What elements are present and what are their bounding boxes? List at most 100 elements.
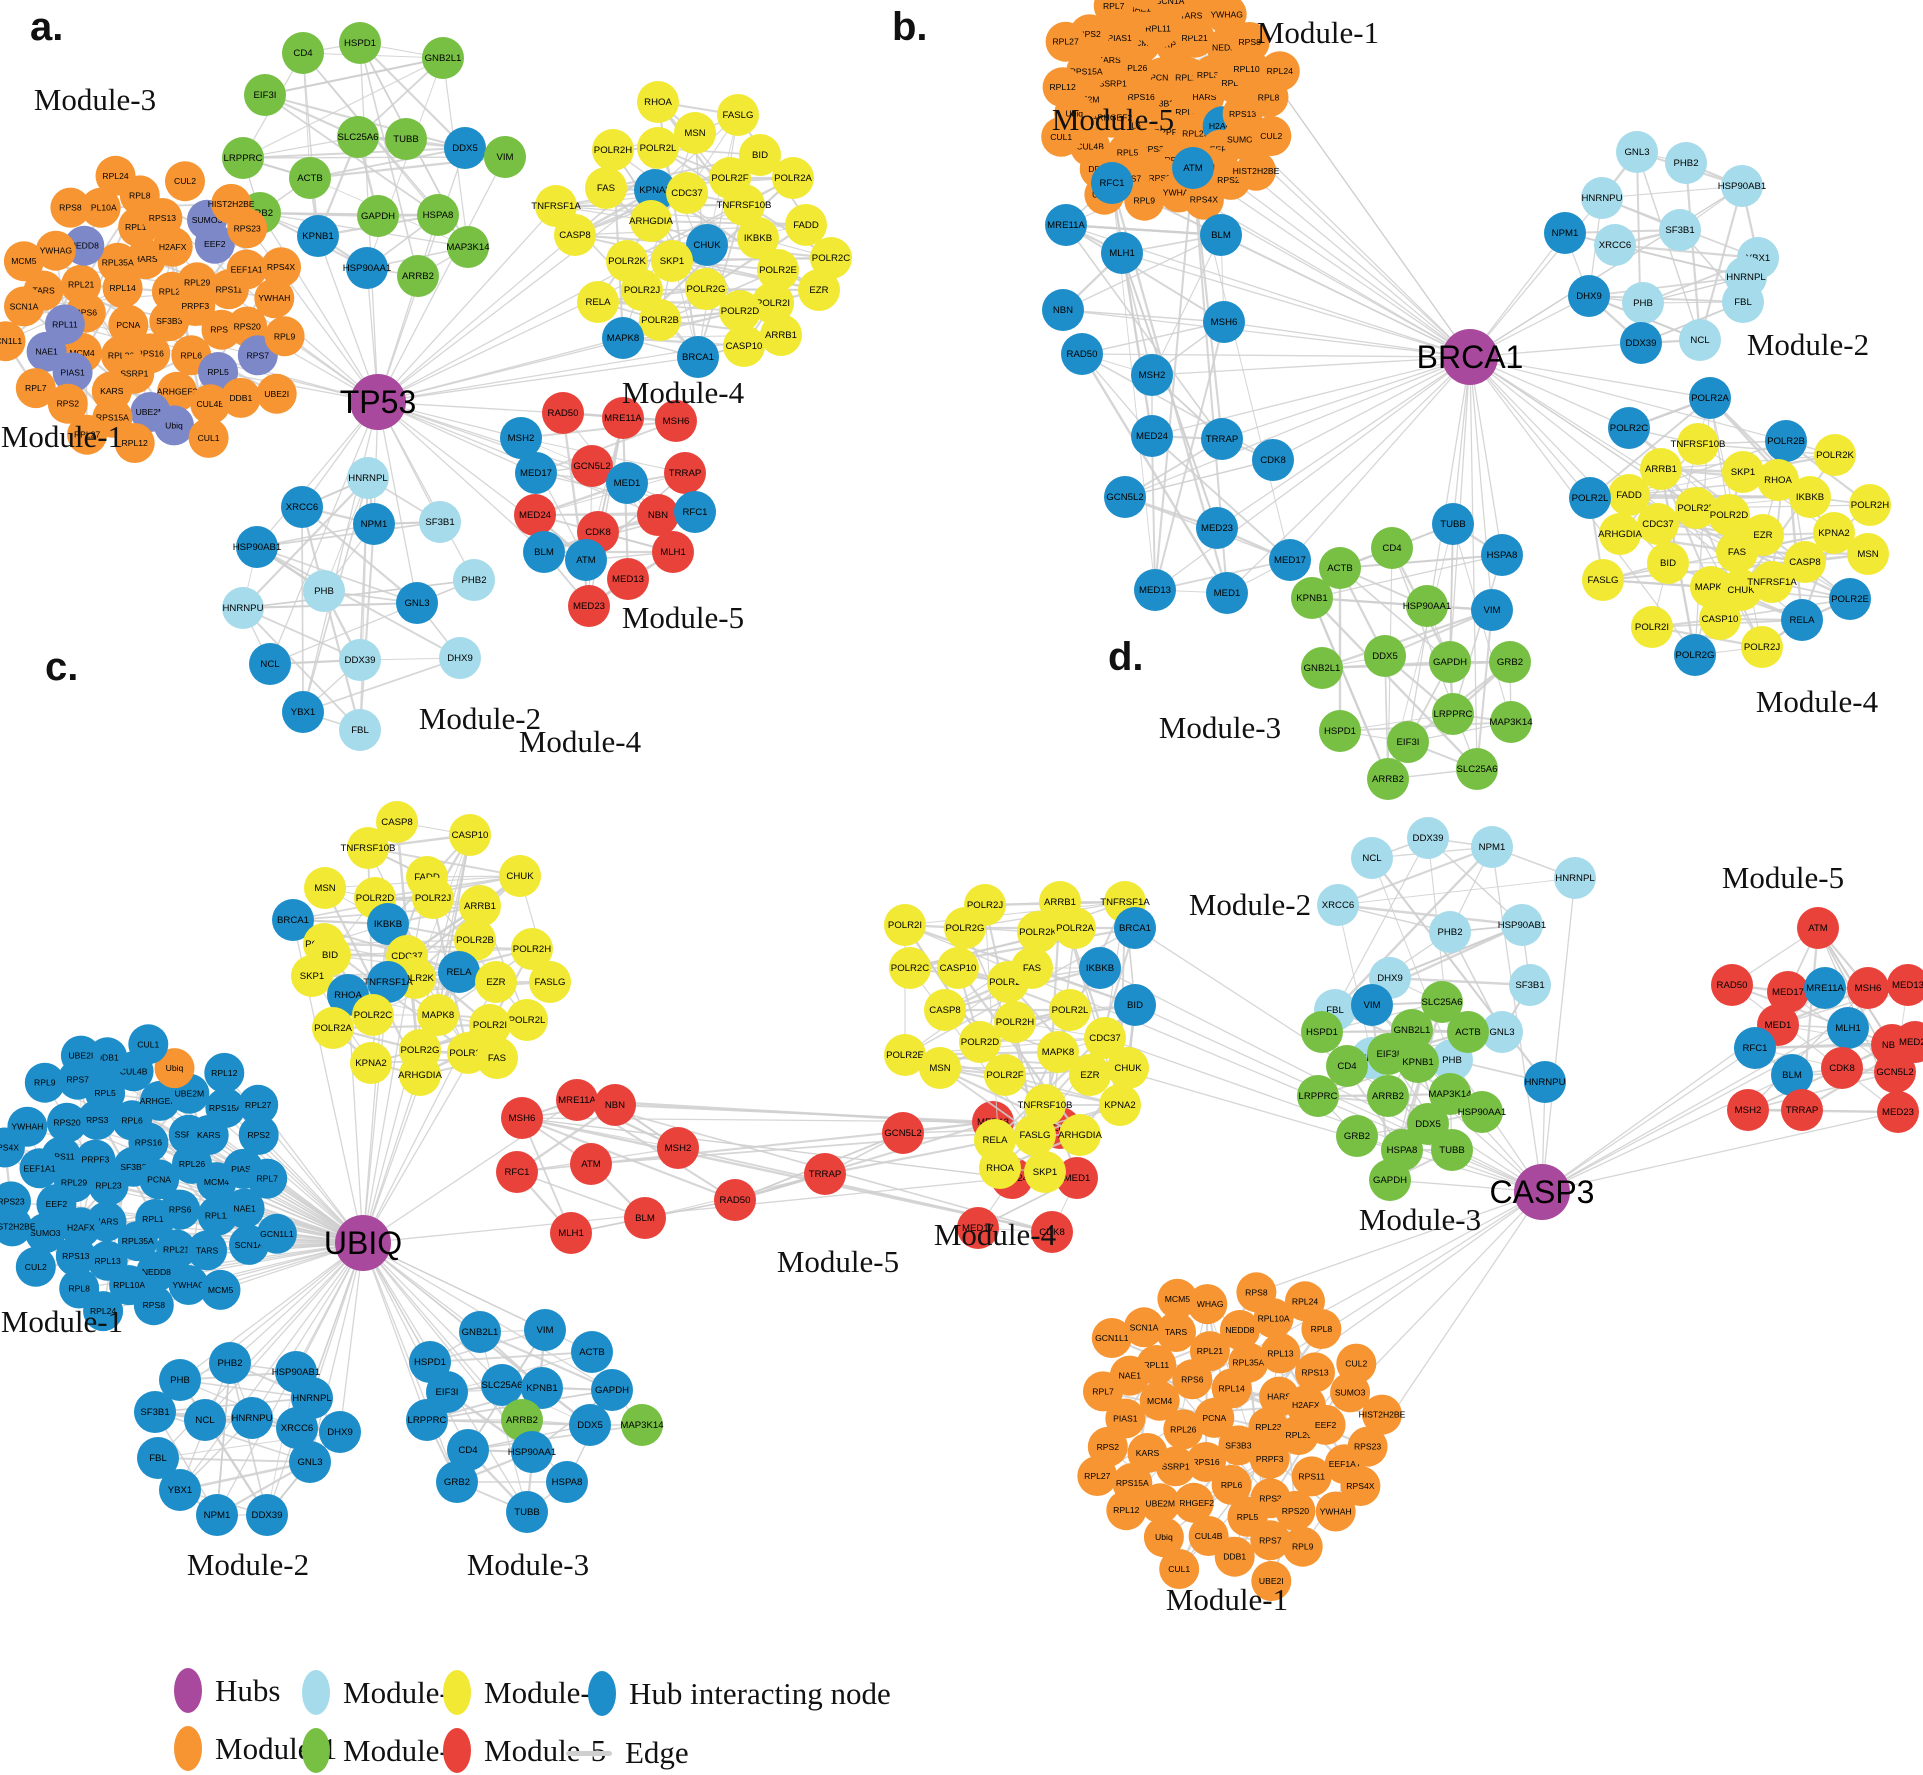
node-gcn1l1[interactable]: GCN1L1 xyxy=(256,1213,297,1254)
node-pias1[interactable]: PIAS1 xyxy=(1099,17,1140,58)
node-msh6[interactable]: MSH6 xyxy=(655,400,697,442)
node-arrb2[interactable]: ARRB2 xyxy=(1367,1075,1409,1117)
node-polr2c[interactable]: POLR2C xyxy=(810,237,852,279)
node-rad50[interactable]: RAD50 xyxy=(1711,964,1753,1006)
node-cul1[interactable]: CUL1 xyxy=(128,1024,169,1065)
node-casp8[interactable]: CASP8 xyxy=(554,214,596,256)
node-rhoa[interactable]: RHOA xyxy=(1757,459,1799,501)
node-slc25a6[interactable]: SLC25A6 xyxy=(1421,981,1463,1023)
node-casp10[interactable]: CASP10 xyxy=(937,947,979,989)
node-rpl12[interactable]: RPL12 xyxy=(1042,67,1083,108)
node-npm1[interactable]: NPM1 xyxy=(1471,826,1513,868)
node-gnl3[interactable]: GNL3 xyxy=(1616,131,1658,173)
node-arhgdia[interactable]: ARHGDIA xyxy=(1598,513,1642,555)
node-hnrnpu[interactable]: HNRNPU xyxy=(1581,177,1623,219)
node-ubiq[interactable]: Ubiq xyxy=(154,1048,195,1089)
node-rps13[interactable]: RPS13 xyxy=(55,1236,96,1277)
node-skp1[interactable]: SKP1 xyxy=(291,955,333,997)
node-fadd[interactable]: FADD xyxy=(785,204,827,246)
node-sf3b1[interactable]: SF3B1 xyxy=(419,501,461,543)
node-ikbkb[interactable]: IKBKB xyxy=(737,217,779,259)
node-skp1[interactable]: SKP1 xyxy=(651,240,693,282)
node-cd4[interactable]: CD4 xyxy=(282,32,324,74)
node-vim[interactable]: VIM xyxy=(524,1309,566,1351)
node-rps13[interactable]: RPS13 xyxy=(1295,1352,1335,1393)
node-gapdh[interactable]: GAPDH xyxy=(1429,641,1471,683)
node-polr2e[interactable]: POLR2E xyxy=(1829,578,1871,620)
node-nbn[interactable]: NBN xyxy=(594,1084,636,1126)
node-msn[interactable]: MSN xyxy=(304,867,346,909)
node-cul2[interactable]: CUL2 xyxy=(1336,1343,1377,1384)
node-scn1a[interactable]: SCN1A xyxy=(1150,0,1190,21)
node-hspd1[interactable]: HSPD1 xyxy=(1301,1011,1343,1053)
node-casp8[interactable]: CASP8 xyxy=(1784,541,1826,583)
node-xrcc6[interactable]: XRCC6 xyxy=(276,1407,318,1449)
node-rps8[interactable]: RPS8 xyxy=(133,1285,174,1326)
node-ncl[interactable]: NCL xyxy=(249,643,291,685)
node-arhgef2[interactable]: ARHGEF2 xyxy=(1174,1482,1215,1523)
node-polr2c[interactable]: POLR2C xyxy=(352,994,394,1036)
node-eef2[interactable]: EEF2 xyxy=(1305,1404,1346,1445)
node-ncl[interactable]: NCL xyxy=(1679,319,1721,361)
node-ywhag[interactable]: YWHAG xyxy=(35,230,76,271)
node-casp10[interactable]: CASP10 xyxy=(1699,598,1741,640)
node-ube2i[interactable]: UBE2I xyxy=(256,373,297,414)
node-ikbkb[interactable]: IKBKB xyxy=(1789,476,1831,518)
node-rps7[interactable]: RPS7 xyxy=(1250,1520,1291,1561)
node-dhx9[interactable]: DHX9 xyxy=(1568,275,1610,317)
node-cul1[interactable]: CUL1 xyxy=(1159,1549,1200,1589)
node-polr2f[interactable]: POLR2F xyxy=(984,1054,1026,1096)
node-gcn1l1[interactable]: GCN1L1 xyxy=(0,321,26,362)
node-med17[interactable]: MED17 xyxy=(515,452,557,494)
node-rela[interactable]: RELA xyxy=(577,281,619,323)
node-rpl12[interactable]: RPL12 xyxy=(114,423,155,463)
node-tnfrsf1a[interactable]: TNFRSF1A xyxy=(363,961,413,1003)
node-npm1[interactable]: NPM1 xyxy=(353,503,395,545)
node-map3k14[interactable]: MAP3K14 xyxy=(620,1404,664,1446)
node-polr2e[interactable]: POLR2E xyxy=(884,1034,926,1076)
node-grb2[interactable]: GRB2 xyxy=(436,1461,478,1503)
node-rpl35a[interactable]: RPL35A xyxy=(117,1221,158,1262)
node-rps23[interactable]: RPS23 xyxy=(1347,1426,1388,1467)
node-rela[interactable]: RELA xyxy=(1781,599,1823,641)
node-polr2l[interactable]: POLR2L xyxy=(637,127,679,169)
node-rela[interactable]: RELA xyxy=(438,951,480,993)
node-hnrnpl[interactable]: HNRNPL xyxy=(1554,857,1596,899)
node-ywhah[interactable]: YWHAH xyxy=(1315,1491,1356,1532)
node-msh2[interactable]: MSH2 xyxy=(657,1127,699,1169)
node-vim[interactable]: VIM xyxy=(1351,984,1393,1026)
node-kpnb1[interactable]: KPNB1 xyxy=(1397,1041,1439,1083)
node-rpl9[interactable]: RPL9 xyxy=(1124,180,1165,221)
node-rfc1[interactable]: RFC1 xyxy=(1734,1027,1776,1069)
node-gnl3[interactable]: GNL3 xyxy=(396,582,438,624)
node-gnl3[interactable]: GNL3 xyxy=(289,1441,331,1483)
node-xrcc6[interactable]: XRCC6 xyxy=(281,486,323,528)
hub-node-ubiq[interactable]: UBIQ xyxy=(324,1215,402,1271)
node-polr2b[interactable]: POLR2B xyxy=(454,919,496,961)
node-rpl6[interactable]: RPL6 xyxy=(112,1100,152,1141)
node-rpl27[interactable]: RPL27 xyxy=(67,414,108,455)
node-ubiq[interactable]: Ubiq xyxy=(1143,1517,1184,1558)
node-ddb1[interactable]: DDB1 xyxy=(220,377,261,418)
node-rpl35a[interactable]: RPL35A xyxy=(97,242,138,283)
node-cdk8[interactable]: CDK8 xyxy=(1031,1211,1073,1253)
node-cul2[interactable]: CUL2 xyxy=(15,1246,56,1287)
node-gapdh[interactable]: GAPDH xyxy=(357,195,399,237)
node-rfc1[interactable]: RFC1 xyxy=(1091,162,1133,204)
node-bid[interactable]: BID xyxy=(1647,542,1689,584)
node-brca1[interactable]: BRCA1 xyxy=(1114,907,1156,949)
node-rpl24[interactable]: RPL24 xyxy=(95,155,136,196)
node-rpl9[interactable]: RPL9 xyxy=(24,1062,65,1103)
node-trrap[interactable]: TRRAP xyxy=(664,452,706,494)
node-actb[interactable]: ACTB xyxy=(1319,547,1361,589)
node-rps2[interactable]: RPS2 xyxy=(47,383,88,424)
node-rps4x[interactable]: RPS4X xyxy=(0,1127,25,1168)
node-ddx39[interactable]: DDX39 xyxy=(1620,322,1662,364)
node-rad50[interactable]: RAD50 xyxy=(542,392,584,434)
node-faslg[interactable]: FASLG xyxy=(717,94,759,136)
node-vim[interactable]: VIM xyxy=(484,136,526,178)
node-ncl[interactable]: NCL xyxy=(1351,837,1393,879)
node-polr2i[interactable]: POLR2I xyxy=(752,282,794,324)
node-chuk[interactable]: CHUK xyxy=(1107,1047,1149,1089)
node-cd4[interactable]: CD4 xyxy=(1326,1045,1368,1087)
